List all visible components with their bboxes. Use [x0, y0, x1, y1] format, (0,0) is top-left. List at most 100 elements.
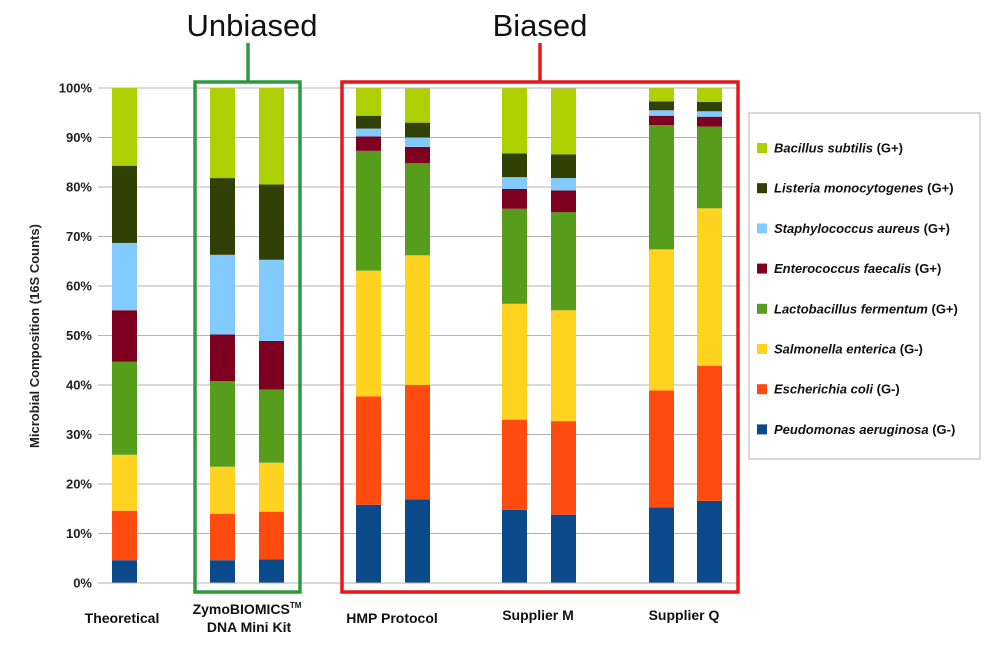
bar-segment — [551, 178, 576, 191]
bar-segment — [697, 88, 722, 102]
bar-segment — [697, 208, 722, 366]
legend-gram-stain: (G-) — [873, 382, 900, 397]
legend: Bacillus subtilis (G+) Listeria monocytog… — [748, 112, 981, 460]
legend-gram-stain: (G-) — [929, 422, 956, 437]
legend-gram-stain: (G+) — [873, 141, 903, 156]
legend-species-name: Peudomonas aeruginosa — [774, 422, 929, 437]
legend-swatch — [757, 263, 767, 274]
bar-segment — [259, 88, 284, 185]
y-tick-label: 100% — [59, 81, 93, 96]
trademark-superscript: TM — [290, 601, 302, 610]
bar-segment — [551, 421, 576, 515]
bar-segment — [356, 396, 381, 505]
y-tick-label: 80% — [66, 180, 92, 195]
bar-segment — [356, 504, 381, 583]
bar-segment — [259, 184, 284, 260]
biased-label: Biased — [493, 8, 588, 43]
y-tick-label: 20% — [66, 477, 92, 492]
bar-segment — [210, 334, 235, 382]
legend-species-name: Staphylococcus aureus — [774, 221, 920, 236]
bar-segment — [112, 310, 137, 362]
legend-entry: Bacillus subtilis (G+) — [774, 141, 903, 156]
bar-segment — [112, 361, 137, 455]
bar-segment — [649, 110, 674, 116]
bar-segment — [697, 101, 722, 112]
bar-segment — [112, 88, 137, 166]
bar-segment — [697, 365, 722, 501]
bar-segment — [405, 137, 430, 147]
bar-segment — [649, 125, 674, 250]
bar-segment — [502, 208, 527, 304]
y-tick-label: 70% — [66, 229, 92, 244]
bar-segment — [405, 122, 430, 138]
bar-segment — [210, 88, 235, 179]
legend-entry: Staphylococcus aureus (G+) — [774, 221, 950, 236]
bar-segment — [259, 340, 284, 390]
bar-segment — [502, 303, 527, 420]
y-tick-label: 30% — [66, 427, 92, 442]
legend-species-name: Listeria monocytogenes — [774, 181, 924, 196]
bar-segment — [259, 389, 284, 463]
legend-swatch — [757, 143, 767, 153]
legend-gram-stain: (G+) — [920, 221, 950, 236]
group-label-theoretical: Theoretical — [85, 610, 160, 626]
bar-segment — [697, 126, 722, 209]
legend-swatch — [757, 424, 767, 435]
bar-segment — [405, 146, 430, 164]
y-tick-label: 90% — [66, 130, 92, 145]
legend-swatch — [757, 344, 767, 354]
group-label-supplier-q: Supplier Q — [649, 607, 720, 623]
legend-species-name: Lactobacillus fermentum — [774, 301, 928, 316]
bar-segment — [405, 88, 430, 123]
group-label-supplier-m: Supplier M — [502, 607, 574, 623]
legend-entry: Escherichia coli (G-) — [774, 382, 900, 397]
bar-segment — [502, 88, 527, 154]
bar-segment — [210, 513, 235, 561]
bar-segment — [259, 259, 284, 341]
bar-segment — [210, 178, 235, 255]
bar-segment — [649, 115, 674, 126]
bar-segment — [649, 249, 674, 391]
bar-segment — [502, 177, 527, 189]
y-tick-label: 40% — [66, 378, 92, 393]
legend-box — [748, 112, 981, 460]
bar-segment — [112, 510, 137, 561]
legend-gram-stain: (G+) — [911, 261, 941, 276]
bias-annotations: Unbiased Biased — [187, 8, 740, 594]
bar-segment — [259, 511, 284, 560]
bars — [112, 88, 722, 583]
legend-species-name: Salmonella enterica — [774, 342, 896, 357]
bar-segment — [210, 381, 235, 467]
bar-segment — [649, 390, 674, 508]
bar-segment — [502, 188, 527, 209]
y-axis-ticks: 0% 10% 20% 30% 40% 50% 60% 70% 80% 90% 100% — [59, 81, 93, 591]
bar-segment — [210, 466, 235, 514]
bar-segment — [259, 559, 284, 583]
bar-segment — [112, 560, 137, 583]
bar-segment — [502, 419, 527, 510]
bar-segment — [405, 255, 430, 385]
group-label-hmp-protocol: HMP Protocol — [346, 610, 438, 626]
group-label-zymobiomics: ZymoBIOMICSTM — [193, 601, 302, 617]
bar-segment — [551, 310, 576, 422]
bar-segment — [356, 270, 381, 397]
bar-segment — [551, 154, 576, 179]
bar-segment — [112, 165, 137, 243]
bar-segment — [697, 116, 722, 127]
legend-species-name: Enterococcus faecalis — [774, 261, 911, 276]
bar-segment — [551, 190, 576, 213]
legend-entry: Enterococcus faecalis (G+) — [774, 261, 941, 276]
legend-swatch — [757, 384, 767, 395]
bar-segment — [356, 136, 381, 151]
bar-segment — [405, 163, 430, 256]
bar-segment — [356, 88, 381, 116]
bar-segment — [649, 101, 674, 111]
bar-segment — [210, 560, 235, 583]
bar-segment — [210, 254, 235, 335]
bar-segment — [112, 242, 137, 311]
bar-segment — [405, 385, 430, 500]
bar-segment — [697, 111, 722, 117]
legend-entry: Lactobacillus fermentum (G+) — [774, 301, 958, 316]
bar-segment — [551, 514, 576, 583]
